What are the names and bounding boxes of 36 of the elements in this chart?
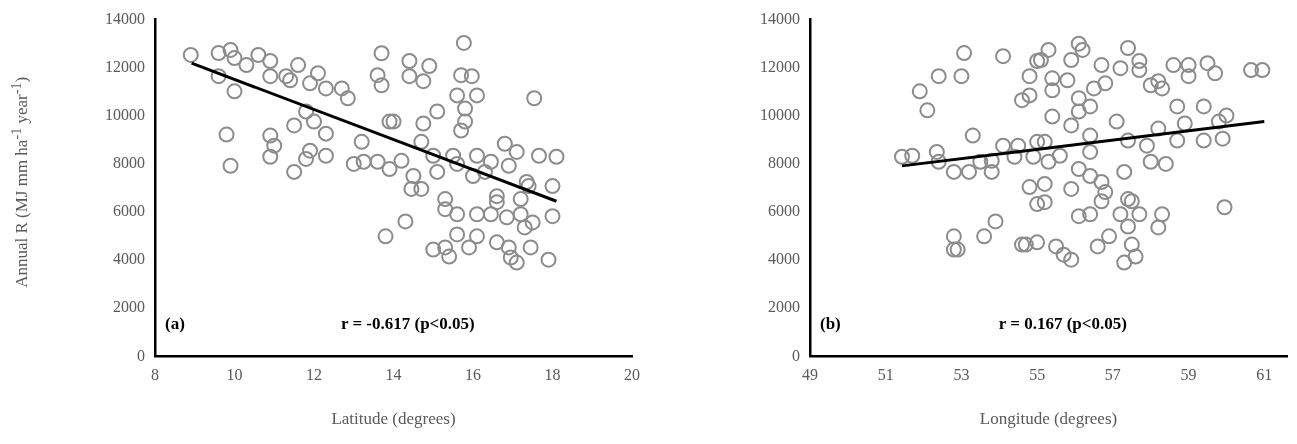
y-tick-label: 12000 bbox=[760, 57, 800, 75]
y-tick-label: 0 bbox=[137, 346, 145, 364]
y-tick-label: 12000 bbox=[105, 57, 145, 75]
annotation: (a) bbox=[165, 313, 185, 333]
y-tick-label: 6000 bbox=[113, 202, 145, 220]
y-tick-label: 10000 bbox=[105, 106, 145, 124]
x-tick-label: 51 bbox=[877, 366, 894, 384]
x-tick-label: 20 bbox=[624, 366, 640, 384]
y-tick-label: 6000 bbox=[768, 202, 800, 220]
x-tick-label: 16 bbox=[465, 366, 481, 384]
x-axis-title: Longitude (degrees) bbox=[979, 409, 1118, 429]
x-tick-label: 12 bbox=[306, 366, 322, 384]
annotation: r = 0.167 (p<0.05) bbox=[998, 313, 1127, 333]
y-tick-label: 10000 bbox=[760, 106, 800, 124]
x-axis-title: Latitude (degrees) bbox=[331, 409, 456, 429]
x-tick-label: 49 bbox=[802, 366, 818, 384]
x-tick-label: 18 bbox=[544, 366, 561, 384]
x-tick-label: 59 bbox=[1180, 366, 1197, 384]
y-tick-label: 8000 bbox=[768, 154, 800, 172]
y-tick-label: 4000 bbox=[113, 250, 145, 268]
x-tick-label: 14 bbox=[385, 366, 402, 384]
y-tick-label: 4000 bbox=[768, 250, 800, 268]
x-tick-label: 8 bbox=[151, 366, 159, 384]
y-tick-label: 0 bbox=[792, 346, 800, 364]
x-tick-label: 55 bbox=[1029, 366, 1046, 384]
x-tick-label: 61 bbox=[1256, 366, 1273, 384]
y-tick-label: 2000 bbox=[113, 298, 145, 316]
annotation: (b) bbox=[820, 313, 841, 333]
y-tick-label: 14000 bbox=[760, 9, 800, 27]
x-tick-label: 57 bbox=[1104, 366, 1121, 384]
x-tick-label: 10 bbox=[226, 366, 243, 384]
y-tick-label: 14000 bbox=[105, 9, 145, 27]
x-tick-label: 53 bbox=[953, 366, 970, 384]
annotation: r = -0.617 (p<0.05) bbox=[340, 313, 475, 333]
y-tick-label: 2000 bbox=[768, 298, 800, 316]
y-tick-label: 8000 bbox=[113, 154, 145, 172]
